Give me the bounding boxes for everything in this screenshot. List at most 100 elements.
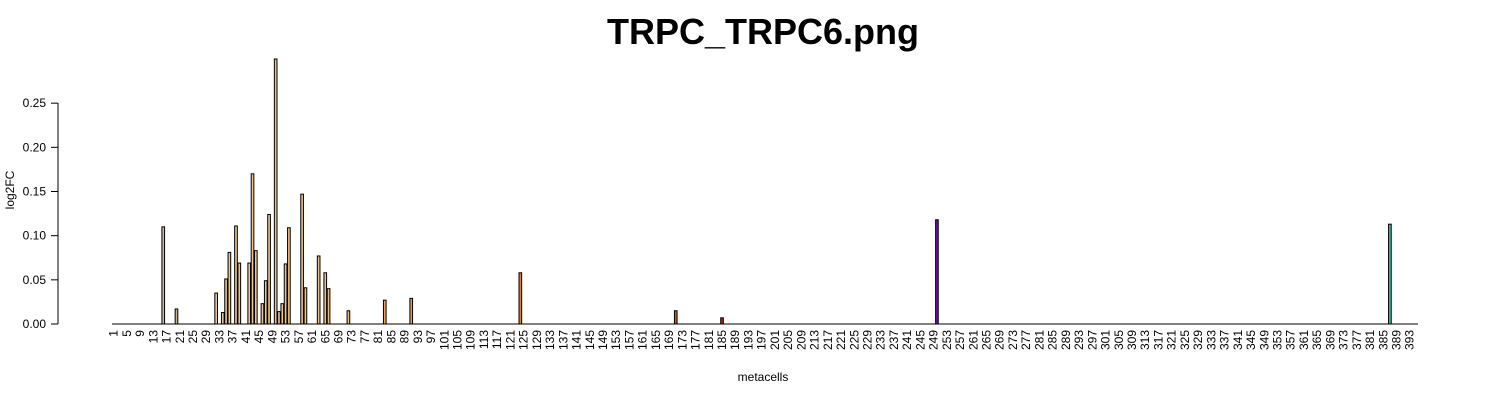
x-tick-label: 9 [133, 330, 147, 337]
x-tick-label: 309 [1125, 330, 1139, 350]
x-tick-label: 313 [1138, 330, 1152, 350]
bar [303, 287, 308, 325]
x-tick-label: 233 [874, 330, 888, 350]
y-axis-label: log2FC [3, 170, 17, 209]
bar [300, 193, 304, 325]
x-tick-label: 65 [318, 330, 332, 344]
x-tick-label: 81 [371, 330, 385, 344]
x-tick-label: 221 [834, 330, 848, 350]
bar [250, 173, 255, 325]
x-tick-label: 209 [794, 330, 808, 350]
y-tick-label: 0.20 [23, 140, 47, 154]
x-axis-label: metacells [738, 370, 789, 384]
x-tick-label: 69 [331, 330, 345, 344]
x-tick-label: 109 [464, 330, 478, 350]
x-tick-label: 289 [1059, 330, 1073, 350]
x-tick-label: 61 [305, 330, 319, 344]
bar [254, 250, 258, 325]
x-tick-label: 57 [292, 330, 306, 344]
x-tick-label: 281 [1032, 330, 1046, 350]
bar [1388, 223, 1392, 325]
x-tick-label: 393 [1403, 330, 1417, 350]
x-tick-label: 133 [543, 330, 557, 350]
x-tick-label: 45 [252, 330, 266, 344]
x-tick-label: 145 [583, 330, 597, 350]
x-tick-label: 357 [1284, 330, 1298, 350]
bar [174, 308, 179, 325]
x-tick-label: 125 [517, 330, 531, 350]
bar [287, 227, 291, 325]
y-tick-label: 0.00 [23, 317, 47, 331]
x-tick-label: 89 [398, 330, 412, 344]
x-tick-label: 345 [1244, 330, 1258, 350]
bar [323, 272, 328, 325]
bar [220, 312, 225, 325]
x-tick-label: 101 [437, 330, 451, 350]
x-tick-label: 369 [1323, 330, 1337, 350]
x-tick-label: 97 [424, 330, 438, 344]
x-tick-label: 137 [556, 330, 570, 350]
x-tick-label: 277 [1019, 330, 1033, 350]
x-tick-label: 165 [649, 330, 663, 350]
chart-title: TRPC_TRPC6.png [607, 11, 919, 52]
x-tick-label: 297 [1085, 330, 1099, 350]
bar [720, 317, 724, 325]
x-tick-label: 193 [741, 330, 755, 350]
x-tick-label: 1 [107, 330, 121, 337]
x-tick-label: 49 [265, 330, 279, 344]
x-tick-label: 269 [993, 330, 1007, 350]
bar [280, 303, 285, 325]
x-tick-label: 105 [451, 330, 465, 350]
bar [935, 219, 939, 325]
x-tick-label: 13 [146, 330, 160, 344]
x-tick-label: 181 [702, 330, 716, 350]
x-tick-label: 389 [1390, 330, 1404, 350]
x-tick-label: 157 [622, 330, 636, 350]
x-tick-label: 337 [1218, 330, 1232, 350]
x-tick-label: 41 [239, 330, 253, 344]
bar [277, 311, 281, 325]
y-tick-label: 0.10 [23, 229, 47, 243]
bar [214, 292, 218, 325]
x-tick-label: 349 [1257, 330, 1271, 350]
x-tick-label: 141 [570, 330, 584, 350]
x-tick-label: 325 [1178, 330, 1192, 350]
x-tick-label: 293 [1072, 330, 1086, 350]
bar [224, 278, 228, 325]
x-tick-label: 273 [1006, 330, 1020, 350]
x-tick-label: 85 [384, 330, 398, 344]
x-tick-label: 245 [913, 330, 927, 350]
bar [346, 310, 351, 325]
x-tick-label: 129 [530, 330, 544, 350]
x-tick-label: 77 [358, 330, 372, 344]
x-tick-label: 21 [173, 330, 187, 344]
x-tick-label: 241 [900, 330, 914, 350]
x-tick-label: 385 [1376, 330, 1390, 350]
bar [260, 303, 265, 325]
bar [263, 280, 268, 325]
y-tick-label: 0.05 [23, 273, 47, 287]
x-tick-label: 317 [1151, 330, 1165, 350]
x-tick-label: 229 [860, 330, 874, 350]
x-tick-label: 37 [226, 330, 240, 344]
x-tick-label: 353 [1270, 330, 1284, 350]
bar [161, 226, 166, 325]
y-tick-label: 0.25 [23, 96, 47, 110]
bar [267, 213, 271, 325]
bar [409, 297, 414, 325]
bar [234, 225, 238, 325]
x-tick-label: 173 [675, 330, 689, 350]
x-tick-label: 113 [477, 330, 491, 349]
x-tick-label: 117 [490, 330, 504, 349]
x-tick-label: 253 [940, 330, 954, 350]
bar [247, 262, 252, 325]
x-tick-label: 53 [279, 330, 293, 344]
bar [382, 299, 387, 325]
x-tick-label: 169 [662, 330, 676, 350]
x-tick-label: 305 [1112, 330, 1126, 350]
y-tick-label: 0.15 [23, 185, 47, 199]
x-tick-label: 333 [1204, 330, 1218, 350]
x-tick-label: 237 [887, 330, 901, 350]
bar [273, 58, 278, 325]
